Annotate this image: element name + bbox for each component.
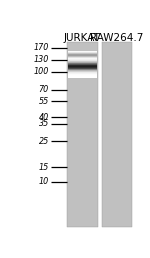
Bar — [68, 64, 97, 65]
Bar — [68, 53, 97, 54]
Bar — [68, 51, 97, 52]
Bar — [68, 58, 97, 59]
Bar — [68, 60, 97, 61]
Bar — [68, 67, 97, 68]
Bar — [68, 74, 97, 75]
Bar — [68, 58, 97, 59]
Bar — [68, 66, 97, 67]
Bar — [68, 62, 97, 63]
Bar — [68, 65, 97, 66]
Bar — [68, 54, 97, 55]
Text: RAW264.7: RAW264.7 — [90, 33, 143, 43]
Bar — [68, 55, 97, 56]
Bar — [68, 52, 97, 53]
Bar — [68, 52, 97, 53]
Text: 25: 25 — [39, 137, 49, 146]
Text: 35: 35 — [39, 119, 49, 128]
Bar — [68, 54, 97, 55]
Text: 70: 70 — [39, 85, 49, 94]
Bar — [68, 73, 97, 74]
Bar — [102, 42, 132, 227]
Text: 15: 15 — [39, 163, 49, 172]
Bar — [68, 58, 97, 59]
Bar — [68, 72, 97, 73]
Bar — [68, 70, 97, 71]
Bar — [68, 70, 97, 71]
Bar — [68, 57, 97, 58]
Bar — [68, 57, 97, 58]
Bar — [68, 72, 97, 73]
Bar — [68, 56, 97, 57]
Bar — [68, 68, 97, 69]
Text: 130: 130 — [34, 55, 49, 64]
Bar — [68, 55, 97, 56]
Bar — [68, 73, 97, 74]
Bar — [68, 64, 97, 65]
Bar — [68, 61, 97, 62]
Text: 100: 100 — [34, 67, 49, 76]
Text: 55: 55 — [39, 97, 49, 106]
Bar — [68, 57, 97, 58]
Bar — [68, 59, 97, 60]
Bar — [68, 57, 97, 58]
Bar — [68, 55, 97, 56]
Bar — [68, 61, 97, 62]
Bar — [68, 65, 97, 66]
Bar — [68, 51, 97, 52]
Bar — [68, 75, 97, 76]
Bar — [68, 76, 97, 77]
Text: 170: 170 — [34, 43, 49, 52]
Bar — [67, 42, 98, 227]
Bar — [68, 56, 97, 57]
Bar — [68, 76, 97, 77]
Bar — [68, 54, 97, 55]
Bar — [68, 69, 97, 70]
Bar — [68, 67, 97, 68]
Bar — [68, 77, 97, 78]
Text: 10: 10 — [39, 177, 49, 186]
Bar — [68, 56, 97, 57]
Bar — [68, 63, 97, 64]
Bar — [68, 62, 97, 63]
Text: JURKAT: JURKAT — [64, 33, 101, 43]
Bar — [68, 53, 97, 54]
Bar — [68, 56, 97, 57]
Bar — [68, 52, 97, 53]
Bar — [68, 55, 97, 56]
Bar — [68, 57, 97, 58]
Bar — [68, 71, 97, 72]
Bar — [68, 59, 97, 60]
Text: 40: 40 — [39, 113, 49, 122]
